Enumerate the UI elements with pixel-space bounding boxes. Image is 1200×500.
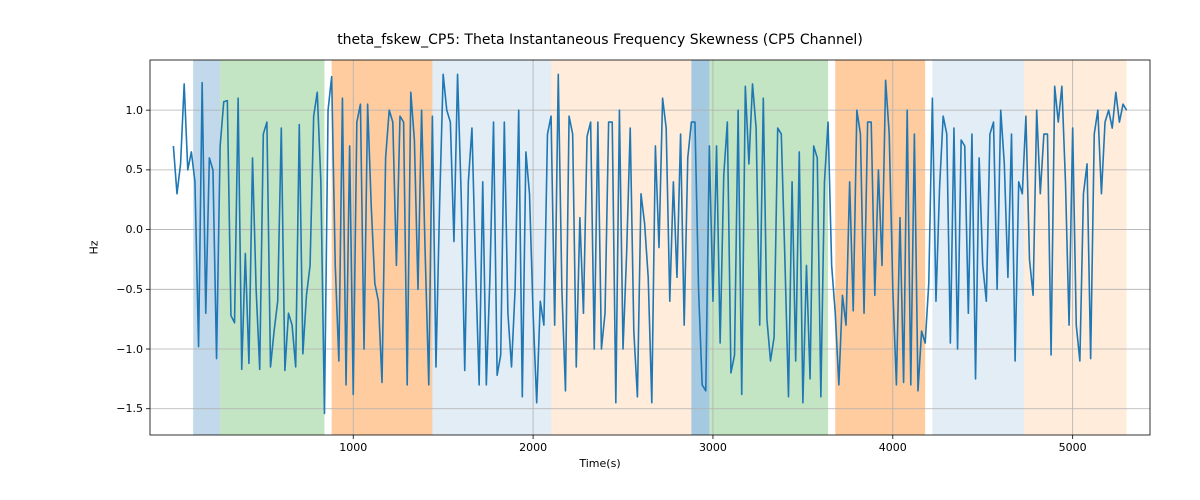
y-tick-label: −0.5 [116,283,143,296]
y-tick-label: −1.5 [116,402,143,415]
y-tick-label: 1.0 [126,104,144,117]
chart-plot-area [0,0,1200,500]
figure: theta_fskew_CP5: Theta Instantaneous Fre… [0,0,1200,500]
x-tick-label: 2000 [503,441,563,454]
x-tick-label: 5000 [1043,441,1103,454]
x-tick-label: 4000 [863,441,923,454]
x-tick-label: 1000 [323,441,383,454]
x-tick-label: 3000 [683,441,743,454]
y-tick-label: 0.5 [126,163,144,176]
y-tick-label: 0.0 [126,223,144,236]
y-tick-label: −1.0 [116,343,143,356]
